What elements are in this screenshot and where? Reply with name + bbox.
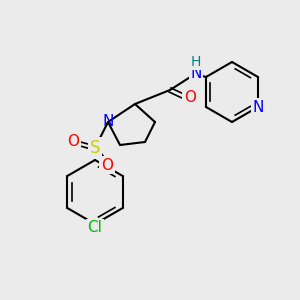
Text: N: N — [190, 67, 202, 82]
Text: S: S — [90, 139, 100, 157]
Text: N: N — [252, 100, 264, 115]
Text: H: H — [191, 55, 201, 69]
Text: N: N — [102, 115, 114, 130]
Text: O: O — [67, 134, 79, 149]
Text: O: O — [101, 158, 113, 172]
Text: O: O — [184, 89, 196, 104]
Text: Cl: Cl — [88, 220, 102, 236]
